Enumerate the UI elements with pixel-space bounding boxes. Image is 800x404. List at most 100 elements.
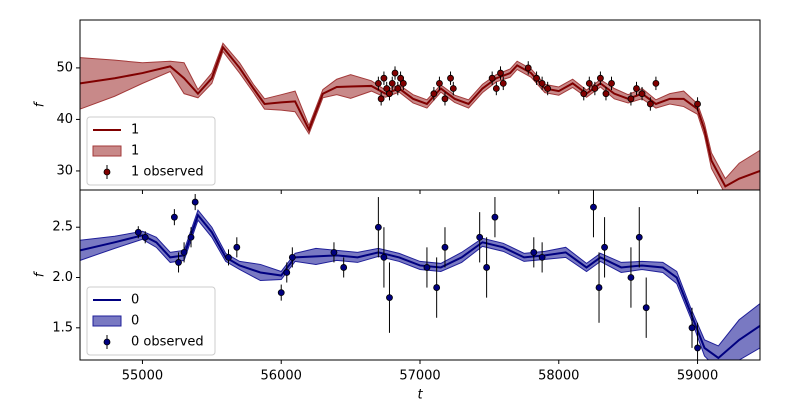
observed-point (225, 253, 232, 261)
observed-point (492, 85, 500, 92)
observed-point (134, 228, 142, 236)
observed-point (591, 85, 599, 92)
x-tick-label: 57000 (399, 369, 440, 384)
observed-point (288, 253, 296, 261)
observed-point (330, 248, 338, 256)
y-axis-label: f (33, 270, 48, 277)
observed-point (476, 233, 484, 241)
observed-point (394, 85, 402, 92)
observed-point (499, 79, 507, 87)
observed-point (447, 74, 454, 82)
observed-point (449, 85, 457, 92)
x-tick-label: 58000 (538, 369, 579, 384)
x-tick-label: 55000 (122, 369, 163, 384)
observed-point (585, 79, 593, 87)
legend-patch (92, 145, 122, 157)
observed-point (374, 223, 382, 231)
observed-point (580, 90, 588, 98)
observed-point (377, 95, 385, 103)
observed-point (397, 74, 404, 82)
observed-point (386, 294, 393, 302)
y-tick-label: 50 (56, 60, 73, 75)
observed-point (642, 304, 650, 312)
legend-label: 0 (131, 293, 139, 308)
y-tick-label: 1.5 (52, 320, 73, 335)
observed-point (233, 243, 241, 251)
observed-point (635, 233, 643, 241)
observed-point (497, 69, 504, 77)
legend-marker (103, 168, 111, 176)
observed-point (340, 264, 348, 271)
legend-label: 1 (131, 123, 139, 138)
observed-point (374, 79, 382, 87)
observed-point (430, 90, 438, 98)
legend-label: 1 observed (131, 165, 204, 180)
plot-area (80, 190, 760, 360)
observed-point (652, 79, 660, 87)
legend-box (86, 116, 216, 186)
observed-point (694, 344, 701, 352)
observed-point (423, 264, 431, 271)
observed-point (483, 264, 491, 271)
observed-point (595, 284, 603, 291)
observed-point (141, 233, 149, 241)
observed-point (380, 253, 388, 261)
observed-point (386, 90, 393, 98)
x-tick-label: 59000 (677, 369, 718, 384)
observed-point (399, 79, 407, 87)
observed-point (391, 69, 399, 77)
observed-point (488, 74, 496, 82)
confidence-band (80, 42, 760, 190)
y-tick-label: 30 (56, 163, 73, 178)
observed-point (633, 85, 640, 92)
observed-point (638, 90, 646, 98)
x-tick-label: 56000 (261, 369, 302, 384)
observed-point (383, 85, 391, 92)
model-line (80, 213, 760, 360)
plot-area (80, 42, 760, 190)
observed-point (688, 324, 696, 332)
observed-point (627, 95, 635, 103)
y-axis-label: f (33, 100, 48, 107)
observed-point (544, 85, 552, 92)
observed-point (538, 79, 546, 87)
observed-point (277, 289, 285, 297)
observed-point (646, 100, 654, 108)
observed-point (491, 213, 499, 221)
y-tick-label: 2.0 (52, 270, 73, 285)
observed-point (175, 259, 182, 266)
legend-patch (92, 315, 122, 327)
y-tick-label: 40 (56, 112, 73, 127)
legend-label: 0 (131, 314, 139, 329)
observed-point (283, 269, 291, 276)
observed-point (436, 79, 443, 87)
observed-point (590, 203, 597, 211)
observed-point (187, 233, 195, 241)
observed-point (601, 243, 608, 251)
legend-label: 0 observed (131, 335, 204, 350)
observed-point (602, 90, 610, 98)
observed-point (441, 243, 449, 251)
observed-point (524, 64, 532, 72)
observed-point (530, 248, 538, 256)
observed-point (433, 284, 441, 291)
observed-point (388, 79, 396, 87)
legend-label: 1 (131, 144, 139, 159)
observed-point (694, 100, 701, 108)
observed-point (597, 74, 604, 82)
observed-point (538, 253, 546, 261)
model-line (80, 45, 760, 188)
observed-point (533, 74, 540, 82)
x-axis-label: t (417, 388, 423, 401)
observed-point (380, 74, 388, 82)
legend-marker (103, 338, 111, 346)
legend-box (86, 286, 216, 356)
observed-point (191, 198, 199, 206)
y-tick-label: 2.5 (52, 220, 73, 235)
observed-point (608, 79, 615, 87)
observed-point (441, 95, 449, 103)
observed-point (627, 274, 635, 281)
observed-point (180, 248, 188, 256)
observed-point (170, 213, 178, 221)
